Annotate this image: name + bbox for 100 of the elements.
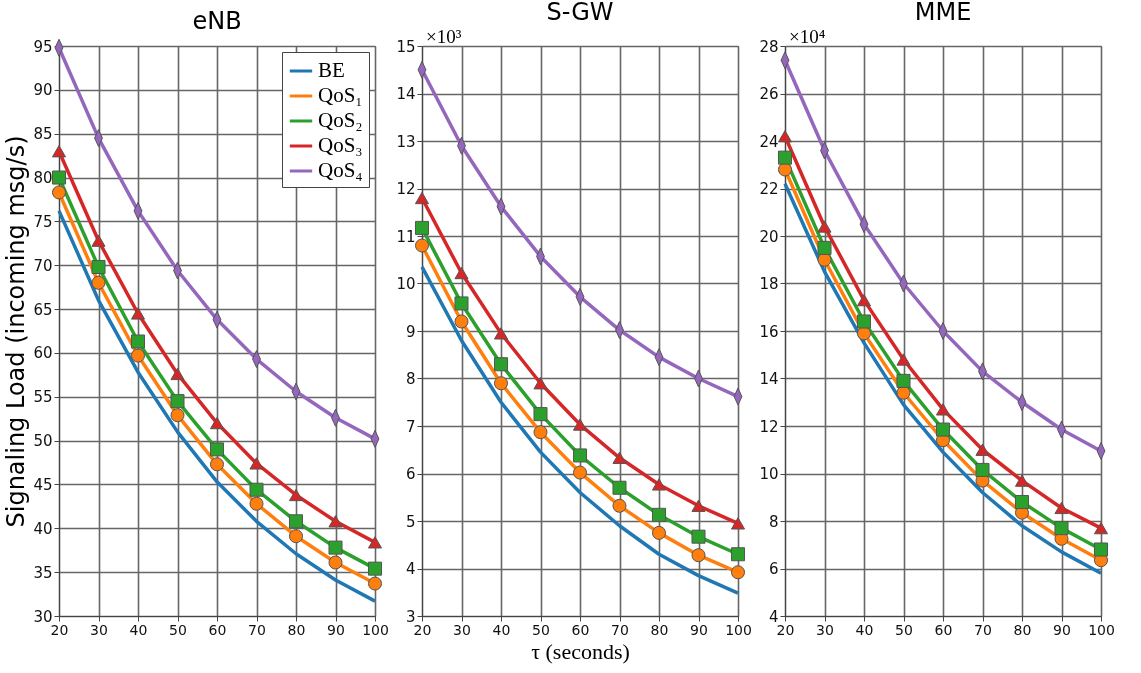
y-tick-label: 18 <box>759 275 779 293</box>
y-tick-label: 4 <box>405 560 416 578</box>
point <box>777 130 793 143</box>
y-tick-label: 14 <box>396 85 416 103</box>
y-tick-label: 24 <box>759 132 779 151</box>
legend-label: QoS₂ <box>318 108 363 132</box>
point <box>856 314 872 329</box>
point <box>856 293 872 307</box>
point <box>170 408 185 423</box>
point <box>817 252 832 267</box>
y-tick-label: 65 <box>33 300 53 319</box>
x-tick-label: 60 <box>571 621 590 638</box>
point <box>91 275 106 290</box>
point <box>1054 501 1069 515</box>
annotation: ×10⁴ <box>789 26 826 47</box>
point <box>51 185 67 200</box>
point <box>896 373 911 388</box>
point <box>130 334 146 349</box>
y-tick-label: 70 <box>33 256 53 275</box>
point <box>130 348 146 363</box>
x-tick-label: 90 <box>327 621 345 638</box>
annotation: ×10³ <box>426 26 462 47</box>
y-tick-label: 10 <box>759 465 779 483</box>
y-tick-label: 28 <box>759 37 779 56</box>
point <box>777 162 793 177</box>
point <box>975 462 990 477</box>
y-tick-label: 55 <box>33 388 53 407</box>
chart-title: S-GW <box>546 0 614 26</box>
x-tick-label: 80 <box>287 621 306 638</box>
x-tick-label: 60 <box>934 621 953 638</box>
x-axis-title: τ (seconds) <box>531 638 630 664</box>
x-tick-label: 70 <box>974 621 992 638</box>
point <box>1093 521 1109 535</box>
point <box>651 478 667 491</box>
point <box>612 498 627 513</box>
point <box>454 266 469 280</box>
y-tick-label: 35 <box>33 563 53 582</box>
y-tick-label: 45 <box>33 475 53 494</box>
y-tick-label: 60 <box>33 344 53 363</box>
point <box>367 576 383 591</box>
point <box>691 548 706 563</box>
point <box>896 385 911 400</box>
x-tick-label: 50 <box>532 621 550 638</box>
point <box>288 488 304 502</box>
point <box>730 547 746 562</box>
y-tick-label: 14 <box>759 370 779 388</box>
x-tick-label: 100 <box>1088 621 1115 638</box>
x-tick-label: 40 <box>492 621 511 638</box>
x-tick-label: 90 <box>1053 621 1071 638</box>
y-tick-label: 10 <box>396 275 416 293</box>
point <box>51 145 67 158</box>
point <box>328 540 343 555</box>
point <box>533 425 548 440</box>
point <box>493 376 509 391</box>
point <box>612 480 627 495</box>
point <box>1014 494 1030 510</box>
y-tick-label: 6 <box>405 465 416 483</box>
y-tick-label: 50 <box>33 432 53 451</box>
point <box>249 482 264 497</box>
point <box>612 451 627 464</box>
point <box>1054 521 1069 536</box>
point <box>454 314 469 329</box>
x-tick-label: 40 <box>129 621 148 638</box>
point <box>288 529 304 544</box>
y-tick-label: 8 <box>768 512 779 531</box>
point <box>170 367 185 381</box>
chart-title: MME <box>914 0 972 26</box>
point <box>414 238 430 253</box>
point <box>817 240 832 255</box>
point <box>1093 542 1109 557</box>
y-tick-label: 8 <box>405 370 416 388</box>
x-tick-label: 30 <box>453 621 471 638</box>
x-tick-label: 70 <box>611 621 629 638</box>
y-tick-label: 7 <box>405 417 416 436</box>
x-tick-label: 20 <box>50 621 69 638</box>
legend-label: QoS₄ <box>318 158 363 182</box>
y-tick-label: 13 <box>396 132 416 151</box>
x-tick-label: 90 <box>690 621 708 638</box>
x-tick-label: 100 <box>362 621 389 638</box>
x-tick-label: 70 <box>248 621 266 638</box>
point <box>414 191 430 205</box>
point <box>367 536 383 549</box>
y-tick-label: 12 <box>396 180 416 198</box>
point <box>249 457 264 470</box>
x-tick-label: 80 <box>1013 621 1032 638</box>
point <box>91 259 106 274</box>
point <box>896 353 911 366</box>
point <box>1014 474 1030 487</box>
legend-label: QoS₁ <box>318 83 363 107</box>
y-tick-label: 12 <box>759 417 779 436</box>
point <box>209 457 225 472</box>
point <box>209 442 225 457</box>
point <box>209 416 225 430</box>
point <box>935 422 951 437</box>
legend-label: BE <box>318 58 345 82</box>
x-tick-label: 60 <box>208 621 227 638</box>
y-tick-label: 40 <box>33 519 53 538</box>
point <box>414 220 430 235</box>
y-tick-label: 30 <box>33 607 53 626</box>
point <box>328 515 343 528</box>
